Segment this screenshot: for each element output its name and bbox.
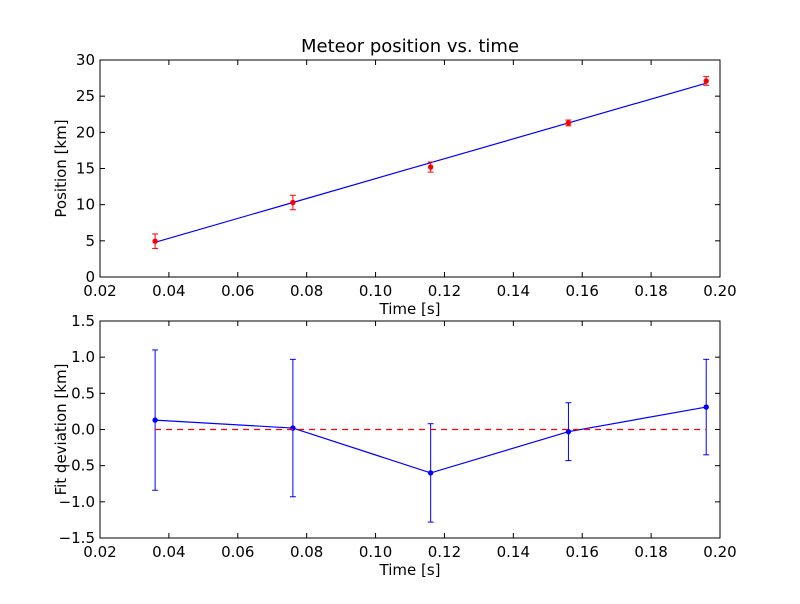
position-data-point xyxy=(152,238,158,244)
deviation-xtick-label: 0.16 xyxy=(566,543,599,561)
deviation-ytick-label: −1.5 xyxy=(59,529,95,547)
position-title: Meteor position vs. time xyxy=(301,36,519,57)
deviation-ytick-label: 1.5 xyxy=(71,312,95,330)
position-xtick-label: 0.20 xyxy=(703,282,736,300)
position-xtick-label: 0.08 xyxy=(290,282,323,300)
deviation-xtick-label: 0.08 xyxy=(290,543,323,561)
position-xtick-label: 0.06 xyxy=(221,282,254,300)
position-data-point xyxy=(290,199,296,206)
position-xtick-label: 0.12 xyxy=(428,282,461,300)
position-ylabel: Position [km] xyxy=(52,119,70,217)
deviation-data-point xyxy=(703,404,709,410)
position-ytick-label: 20 xyxy=(76,123,95,141)
deviation-xtick-label: 0.14 xyxy=(497,543,530,561)
deviation-xtick-label: 0.10 xyxy=(359,543,392,561)
deviation-xtick-label: 0.18 xyxy=(634,543,667,561)
deviation-data-point xyxy=(427,470,434,476)
position-ytick-label: 30 xyxy=(76,51,95,69)
position-xlabel: Time [s] xyxy=(379,300,441,318)
position-data-point xyxy=(565,120,572,126)
deviation-data-point xyxy=(565,428,572,435)
deviation-ytick-label: −1.0 xyxy=(59,493,95,511)
position-xtick-label: 0.10 xyxy=(359,282,392,300)
position-ytick-label: 15 xyxy=(76,160,95,178)
position-ytick-label: 10 xyxy=(76,196,95,214)
position-data-point xyxy=(427,164,434,170)
deviation-xtick-label: 0.20 xyxy=(703,543,736,561)
position-xtick-label: 0.04 xyxy=(152,282,185,300)
deviation-xtick-label: 0.02 xyxy=(83,543,116,561)
deviation-data-point xyxy=(152,417,158,423)
deviation-ytick-label: 0.5 xyxy=(71,384,95,402)
deviation-ytick-label: 0.0 xyxy=(71,421,95,439)
position-xtick-label: 0.16 xyxy=(566,282,599,300)
deviation-xtick-label: 0.12 xyxy=(428,543,461,561)
position-xtick-label: 0.14 xyxy=(497,282,530,300)
position-data-point xyxy=(703,78,709,84)
deviation-xlabel: Time [s] xyxy=(379,561,441,579)
deviation-ytick-label: 1.0 xyxy=(71,348,95,366)
position-xtick-label: 0.18 xyxy=(634,282,667,300)
position-ytick-label: 5 xyxy=(85,232,95,250)
position-ytick-label: 25 xyxy=(76,87,95,105)
deviation-xtick-label: 0.04 xyxy=(152,543,185,561)
deviation-ytick-label: −0.5 xyxy=(59,457,95,475)
position-ytick-label: 0 xyxy=(85,268,95,286)
deviation-xtick-label: 0.06 xyxy=(221,543,254,561)
deviation-ylabel: Fit deviation [km] xyxy=(52,364,70,496)
position-xtick-label: 0.02 xyxy=(83,282,116,300)
